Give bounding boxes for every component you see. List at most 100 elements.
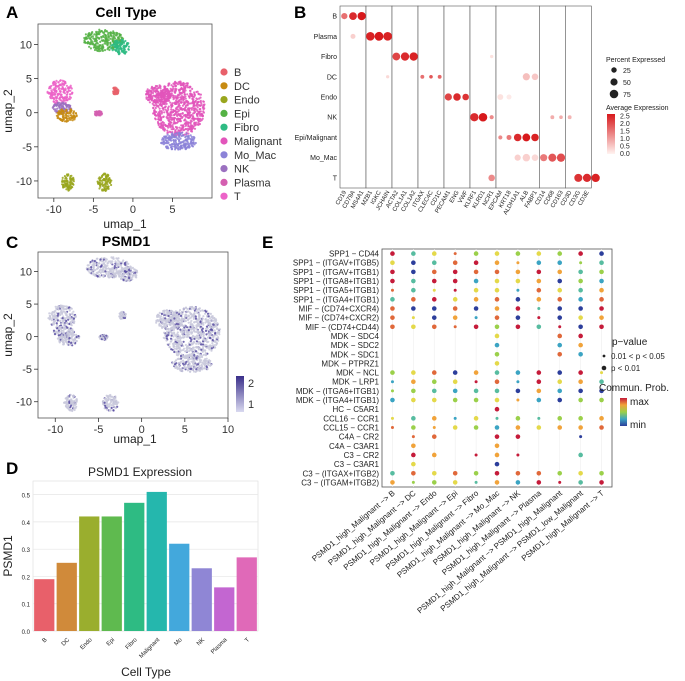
cell-point bbox=[178, 131, 181, 134]
cell-point bbox=[159, 85, 162, 88]
communication-dot bbox=[599, 297, 604, 302]
cell-point bbox=[71, 335, 74, 338]
expression-dot bbox=[489, 115, 494, 120]
cell-point bbox=[170, 334, 173, 337]
cell-point bbox=[170, 84, 173, 87]
communication-dot bbox=[473, 287, 479, 293]
communication-dot bbox=[390, 269, 395, 275]
expression-dot bbox=[429, 74, 433, 79]
cell-point bbox=[174, 139, 177, 142]
size-legend-dot bbox=[609, 89, 619, 99]
cell-point bbox=[94, 42, 97, 46]
legend-swatch bbox=[220, 178, 228, 186]
communication-dot bbox=[515, 388, 521, 394]
communication-dot bbox=[411, 278, 416, 284]
cell-point bbox=[64, 340, 67, 343]
cell-point bbox=[193, 111, 196, 115]
row-label: C3 − (ITGAM+ITGB2) bbox=[301, 478, 379, 487]
cell-point bbox=[65, 98, 68, 101]
cell-point bbox=[189, 142, 192, 145]
cell-point bbox=[194, 317, 197, 320]
cell-point bbox=[120, 36, 124, 39]
cell-point bbox=[69, 175, 72, 178]
cell-point bbox=[183, 101, 186, 104]
cell-point bbox=[167, 330, 170, 333]
cell-point bbox=[58, 110, 61, 113]
communication-dot bbox=[578, 287, 583, 293]
x-tick-label: Fibro bbox=[125, 637, 139, 651]
cell-point bbox=[57, 329, 61, 332]
cell-point bbox=[54, 305, 57, 308]
cell-point bbox=[160, 92, 163, 95]
cell-point bbox=[191, 348, 194, 351]
x-tick-label: 5 bbox=[169, 204, 175, 216]
row-label: Mo_Mac bbox=[310, 155, 337, 162]
panel-e-column-labels: PSMD1_high_Malignant −> BPSMD1_high_Mali… bbox=[310, 488, 606, 615]
communication-dot bbox=[536, 278, 542, 284]
cell-point bbox=[198, 122, 201, 126]
size-legend-label: 25 bbox=[623, 68, 631, 75]
cell-point bbox=[53, 98, 56, 101]
cell-point bbox=[50, 319, 54, 322]
cell-point bbox=[190, 308, 193, 311]
cell-point bbox=[187, 361, 190, 364]
size-legend-dot bbox=[611, 67, 617, 73]
cell-point bbox=[207, 318, 210, 321]
communication-dot bbox=[473, 425, 479, 430]
cell-point bbox=[187, 123, 190, 126]
cell-point bbox=[66, 326, 69, 329]
cell-point bbox=[105, 408, 108, 411]
communication-dot bbox=[558, 480, 562, 484]
cell-point bbox=[161, 124, 164, 127]
cell-point bbox=[180, 342, 183, 345]
legend-label: Mo_Mac bbox=[234, 150, 277, 162]
cell-point bbox=[169, 96, 172, 99]
communication-dot bbox=[578, 333, 583, 339]
cell-point bbox=[196, 106, 199, 109]
communication-dot bbox=[537, 307, 541, 310]
communication-dot bbox=[473, 397, 479, 403]
cell-point bbox=[175, 127, 178, 130]
communication-dot bbox=[473, 251, 479, 256]
cell-point bbox=[175, 113, 178, 116]
cell-point bbox=[184, 328, 187, 332]
row-label: SPP1 − (ITGAV+ITGB5) bbox=[293, 259, 379, 268]
cell-point bbox=[171, 89, 174, 92]
cell-point bbox=[73, 333, 76, 336]
cell-point bbox=[83, 41, 86, 44]
cell-point bbox=[109, 409, 112, 412]
cell-point bbox=[176, 94, 179, 98]
cell-point bbox=[106, 404, 109, 407]
x-tick-label: NK bbox=[196, 637, 206, 647]
cell-point bbox=[199, 325, 202, 328]
cell-point bbox=[193, 121, 196, 124]
cell-point bbox=[193, 327, 196, 330]
cell-point bbox=[190, 357, 194, 360]
cell-point bbox=[177, 352, 180, 355]
cell-point bbox=[131, 276, 134, 279]
cell-point bbox=[99, 31, 102, 34]
cell-point bbox=[55, 104, 58, 107]
communication-dot bbox=[515, 425, 521, 430]
cell-point bbox=[210, 363, 213, 366]
cell-point bbox=[163, 106, 166, 109]
cell-point bbox=[63, 92, 67, 95]
cell-point bbox=[61, 101, 64, 104]
expression-dot bbox=[392, 52, 401, 61]
cell-point bbox=[170, 134, 173, 137]
cell-point bbox=[174, 130, 177, 133]
communication-dot bbox=[557, 388, 563, 394]
cell-point bbox=[202, 353, 205, 356]
cell-point bbox=[74, 112, 78, 115]
cell-point bbox=[56, 305, 59, 308]
cell-point bbox=[163, 142, 166, 145]
cell-point bbox=[116, 39, 119, 43]
communication-dot bbox=[578, 416, 583, 421]
cell-point bbox=[110, 404, 113, 407]
cell-point bbox=[111, 260, 114, 263]
cell-point bbox=[203, 364, 206, 367]
cell-point bbox=[98, 37, 101, 40]
panel-e-legend-p-high: p < 0.01 bbox=[611, 364, 641, 373]
cell-point bbox=[218, 333, 221, 336]
cell-point bbox=[191, 87, 194, 90]
